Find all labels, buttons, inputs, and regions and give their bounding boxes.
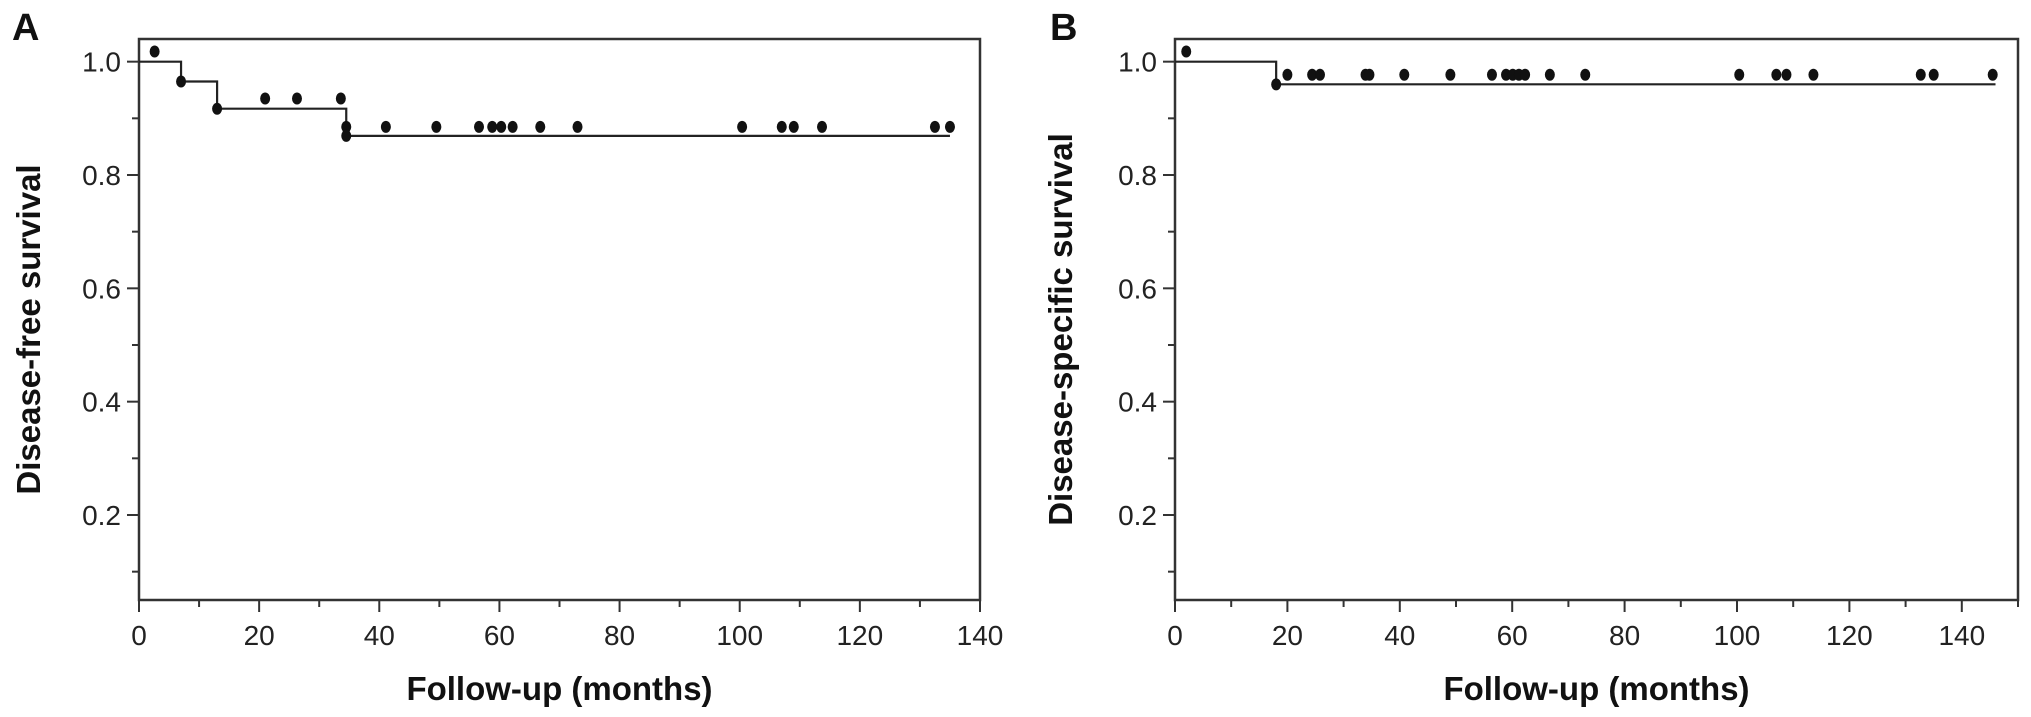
censor-marker — [341, 129, 352, 142]
censor-marker — [1544, 68, 1555, 81]
x-tick-label: 140 — [957, 620, 1004, 651]
x-axis-title: Follow-up (months) — [406, 670, 712, 707]
censor-marker — [1181, 45, 1192, 58]
plot-frame — [137, 37, 982, 602]
x-tick-label: 20 — [1272, 620, 1303, 651]
censor-marker — [1987, 68, 1998, 81]
censor-marker — [431, 120, 442, 133]
censor-marker — [817, 120, 828, 133]
y-tick-label: 1.0 — [1118, 47, 1157, 78]
survival-curve — [1175, 60, 1996, 86]
y-tick-label: 0.2 — [1118, 500, 1157, 531]
censor-marker — [1580, 68, 1591, 81]
censor-marker — [776, 120, 787, 133]
y-tick-label: 1.0 — [82, 47, 121, 78]
plot-frame — [1173, 37, 2020, 602]
censor-marker — [507, 120, 518, 133]
censor-marker — [260, 92, 271, 105]
y-tick-label: 0.6 — [82, 273, 121, 304]
censor-marker — [176, 75, 187, 88]
censor-marker — [291, 92, 302, 105]
censor-marker — [1486, 68, 1497, 81]
censor-marker — [1307, 68, 1318, 81]
panel-b-chart: 0 20 40 60 80 100 120 140 0.2 0.4 0.6 0.8 1.0 Follow-… — [1042, 37, 2020, 707]
y-tick-label: 0.4 — [1118, 387, 1157, 418]
x-tick-label: 140 — [1938, 620, 1985, 651]
x-tick-label: 0 — [1167, 620, 1183, 651]
x-tick-label: 60 — [1497, 620, 1528, 651]
y-tick-label: 0.2 — [82, 500, 121, 531]
censor-marker — [1445, 68, 1456, 81]
x-axis-title: Follow-up (months) — [1443, 670, 1749, 707]
y-axis-title: Disease-free survival — [10, 164, 47, 494]
censor-marker — [1399, 68, 1410, 81]
y-tick-label: 0.4 — [82, 387, 121, 418]
y-tick-label: 0.8 — [1118, 160, 1157, 191]
x-tick-label: 80 — [604, 620, 635, 651]
x-tick-label: 100 — [716, 620, 763, 651]
x-tick-label: 40 — [364, 620, 395, 651]
censor-marker — [1781, 68, 1792, 81]
censor-marker — [1734, 68, 1745, 81]
panel-a-chart: 0 20 40 60 80 100 120 140 0.2 0.4 0.6 0.8 1.0 Follow-… — [10, 37, 1004, 707]
x-tick-label: 120 — [1826, 620, 1873, 651]
censor-marker — [1771, 68, 1782, 81]
censor-marker — [212, 102, 223, 115]
censor-marker — [335, 92, 346, 105]
censor-marker — [929, 120, 940, 133]
censor-marker — [1271, 78, 1282, 91]
censor-marker — [149, 45, 160, 58]
censor-marker — [1364, 68, 1375, 81]
censor-marker — [535, 120, 546, 133]
censor-marker — [1314, 68, 1325, 81]
censor-marker — [572, 120, 583, 133]
x-tick-label: 40 — [1384, 620, 1415, 651]
censor-marker — [341, 120, 352, 133]
panel-letter-b: B — [1050, 7, 1077, 49]
censor-marker — [1928, 68, 1939, 81]
y-axis-title: Disease-specific survival — [1042, 133, 1079, 526]
x-tick-label: 20 — [244, 620, 275, 651]
x-tick-label: 100 — [1714, 620, 1761, 651]
censor-marker — [788, 120, 799, 133]
censor-marker — [380, 120, 391, 133]
censor-marker — [487, 120, 498, 133]
censor-marker — [1915, 68, 1926, 81]
x-tick-label: 80 — [1609, 620, 1640, 651]
censor-marker — [737, 120, 748, 133]
censor-marker — [474, 120, 485, 133]
y-tick-label: 0.8 — [82, 160, 121, 191]
panel-letter-a: A — [12, 7, 39, 49]
censor-marker — [1282, 68, 1293, 81]
y-tick-label: 0.6 — [1118, 273, 1157, 304]
x-tick-label: 60 — [484, 620, 515, 651]
censor-marker — [496, 120, 507, 133]
censor-marker — [1520, 68, 1531, 81]
x-tick-label: 0 — [131, 620, 147, 651]
censor-marker — [944, 120, 955, 133]
censor-marker — [1808, 68, 1819, 81]
x-tick-label: 120 — [836, 620, 883, 651]
